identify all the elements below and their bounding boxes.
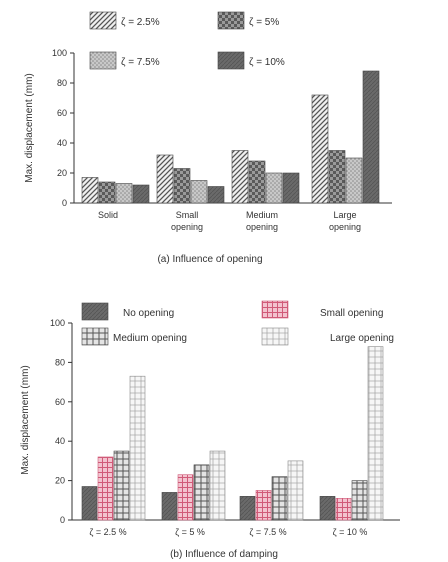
legend-label: ζ = 7.5% (121, 57, 160, 68)
x-tick-label: Solid (98, 210, 118, 220)
legend-swatch (261, 327, 289, 346)
bar (239, 496, 256, 521)
y-tick-label: 100 (52, 48, 67, 58)
legend-label: ζ = 5% (249, 17, 279, 28)
chart-title: (b) Influence of damping (170, 549, 278, 560)
y-tick-label: 20 (55, 476, 65, 486)
bar (328, 150, 346, 204)
y-tick-label: 100 (50, 318, 65, 328)
bar (190, 180, 208, 204)
legend-swatch (261, 300, 289, 319)
bar (367, 346, 384, 521)
legend-label: ζ = 10% (249, 57, 285, 68)
x-tick-label: Small opening (171, 210, 203, 232)
x-tick-label: ζ = 10 % (333, 527, 368, 537)
y-axis-label: Max. displacement (mm) (24, 73, 35, 182)
y-tick-label: 40 (57, 138, 67, 148)
legend-label: Large opening (330, 333, 394, 344)
legend-swatch (81, 302, 109, 321)
chart-b-legend: No opening Small opening Medium opening … (81, 300, 394, 346)
y-axis-label: Max. displacement (mm) (20, 365, 31, 474)
x-tick-label: ζ = 5 % (175, 527, 205, 537)
legend-swatch (89, 51, 117, 70)
bar (161, 492, 178, 521)
bar (129, 375, 146, 521)
y-tick-label: 0 (62, 198, 67, 208)
bar (173, 168, 191, 204)
x-tick-label: ζ = 7.5 % (249, 527, 286, 537)
bar (132, 184, 150, 204)
legend-label: No opening (123, 308, 174, 319)
y-tick-label: 60 (57, 108, 67, 118)
bar (265, 172, 283, 204)
bar (98, 181, 116, 204)
bar (271, 476, 288, 521)
bar (97, 456, 114, 521)
legend-label: Medium opening (113, 333, 187, 344)
bar (345, 157, 363, 204)
y-tick-label: 20 (57, 168, 67, 178)
bar (177, 474, 194, 521)
legend-swatch (217, 51, 245, 70)
bar (287, 460, 304, 521)
bar (193, 464, 210, 521)
y-tick-label: 40 (55, 436, 65, 446)
bar (207, 186, 225, 204)
bar (156, 154, 174, 204)
bar (209, 450, 226, 521)
legend-swatch (217, 11, 245, 30)
x-tick-label: ζ = 2.5 % (89, 527, 126, 537)
bar (231, 150, 249, 204)
legend-swatch (89, 11, 117, 30)
bar (81, 177, 99, 204)
legend-swatch (81, 327, 109, 346)
bar (362, 70, 380, 204)
chart-a-legend: ζ = 2.5% ζ = 5% ζ = 7.5% ζ = 10% (89, 11, 285, 70)
bar (311, 94, 329, 204)
x-tick-label: Large opening (329, 210, 361, 232)
chart-b: No opening Small opening Medium opening … (20, 300, 400, 560)
bar (282, 172, 300, 204)
y-tick-label: 80 (55, 357, 65, 367)
bar (248, 160, 266, 204)
x-tick-label: Medium opening (246, 210, 278, 232)
bar (113, 450, 130, 521)
bar (81, 486, 98, 521)
bar (255, 490, 272, 521)
bar (335, 498, 352, 521)
y-tick-label: 80 (57, 78, 67, 88)
legend-label: ζ = 2.5% (121, 17, 160, 28)
y-tick-label: 60 (55, 397, 65, 407)
legend-label: Small opening (320, 308, 383, 319)
chart-title: (a) Influence of opening (157, 254, 262, 265)
bar (319, 496, 336, 521)
bar (115, 183, 133, 204)
bar (351, 480, 368, 521)
chart-a: ζ = 2.5% ζ = 5% ζ = 7.5% ζ = 10% 0 20 40 60… (24, 11, 392, 265)
y-tick-label: 0 (60, 515, 65, 525)
